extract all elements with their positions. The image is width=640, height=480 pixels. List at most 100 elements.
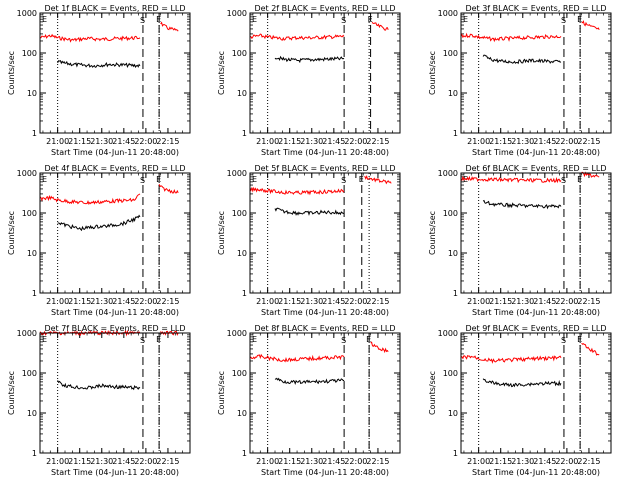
y-tick-label: 1 [32, 449, 37, 458]
y-tick-label: 1 [453, 289, 458, 298]
x-tick-label: 22:15 [366, 137, 389, 146]
y-tick-label: 1000 [17, 169, 37, 178]
y-axis-label: Counts/sec [217, 51, 226, 95]
event-marker-label: E [359, 175, 364, 184]
x-tick-label: 21:30 [511, 137, 534, 146]
x-tick-label: 22:00 [555, 297, 578, 306]
plot-frame [39, 12, 191, 134]
event-marker-label: S [561, 176, 566, 185]
x-tick-label: 22:15 [366, 297, 389, 306]
event-marker-label: E [156, 15, 161, 24]
y-tick-label: 100 [22, 369, 37, 378]
event-marker-label: E [252, 175, 257, 184]
x-tick-label: 21:00 [256, 297, 279, 306]
y-tick-label: 10 [448, 249, 458, 258]
y-axis-label: Counts/sec [7, 211, 16, 255]
lld-rate-line [40, 33, 141, 43]
y-axis-label: Counts/sec [217, 211, 226, 255]
event-marker-label: S [140, 16, 145, 25]
x-tick-label: 21:00 [256, 137, 279, 146]
x-tick-label: 22:00 [344, 137, 367, 146]
event-marker-label: E [42, 15, 47, 24]
x-tick-label: 21:30 [511, 457, 534, 466]
event-marker-label: E [156, 335, 161, 344]
event-marker-label: S [341, 16, 346, 25]
x-tick-label: 21:45 [112, 137, 135, 146]
plot-frame [460, 12, 612, 134]
y-tick-label: 100 [232, 209, 247, 218]
plot-frame [249, 172, 401, 294]
x-tick-label: 22:00 [555, 137, 578, 146]
x-tick-label: 21:30 [90, 457, 113, 466]
x-tick-label: 22:15 [366, 457, 389, 466]
x-axis-label: Start Time (04-Jun-11 20:48:00) [472, 148, 600, 157]
y-tick-label: 1000 [17, 329, 37, 338]
y-axis-label: Counts/sec [7, 371, 16, 415]
lld-rate-line [460, 175, 562, 184]
event-marker-label: E [252, 335, 257, 344]
event-marker-label: E [156, 175, 161, 184]
y-axis-label: Counts/sec [217, 371, 226, 415]
panel-title: Det 4f BLACK = Events, RED = LLD [44, 164, 185, 173]
lld-rate-line [581, 20, 600, 31]
panel-title: Det 1f BLACK = Events, RED = LLD [44, 4, 185, 13]
x-tick-label: 21:45 [112, 457, 135, 466]
x-tick-label: 21:15 [278, 297, 301, 306]
y-tick-label: 100 [443, 49, 458, 58]
y-tick-label: 100 [443, 369, 458, 378]
event-marker-label: E [252, 15, 257, 24]
x-tick-label: 21:45 [533, 297, 556, 306]
x-tick-label: 21:45 [112, 297, 135, 306]
x-axis-label: Start Time (04-Jun-11 20:48:00) [472, 308, 600, 317]
y-tick-label: 100 [22, 209, 37, 218]
y-tick-label: 10 [237, 249, 247, 258]
x-tick-label: 21:30 [300, 457, 323, 466]
x-tick-label: 21:45 [533, 137, 556, 146]
events-rate-line [57, 380, 141, 391]
y-tick-label: 1 [32, 129, 37, 138]
events-rate-line [482, 54, 562, 65]
y-tick-label: 1000 [227, 9, 247, 18]
lld-rate-line [460, 32, 562, 43]
x-tick-label: 21:15 [278, 457, 301, 466]
event-marker-label: S [341, 176, 346, 185]
x-axis-label: Start Time (04-Jun-11 20:48:00) [472, 468, 600, 477]
y-axis-label: Counts/sec [428, 51, 437, 95]
event-marker-label: E [577, 175, 582, 184]
lld-rate-line [461, 355, 562, 364]
x-tick-label: 22:00 [134, 297, 157, 306]
events-rate-line [274, 377, 345, 385]
x-tick-label: 22:15 [156, 137, 179, 146]
x-tick-label: 21:30 [90, 137, 113, 146]
y-tick-label: 10 [27, 409, 37, 418]
y-tick-label: 1000 [227, 169, 247, 178]
lld-rate-line [364, 174, 392, 185]
y-tick-label: 1000 [438, 169, 458, 178]
x-tick-label: 21:00 [46, 297, 69, 306]
y-tick-label: 1000 [17, 9, 37, 18]
event-marker-label: S [140, 176, 145, 185]
x-tick-label: 21:30 [300, 137, 323, 146]
plot-frame [249, 12, 401, 134]
panel-title: Det 9f BLACK = Events, RED = LLD [465, 324, 606, 333]
x-tick-label: 21:15 [278, 137, 301, 146]
y-tick-label: 1 [242, 129, 247, 138]
event-marker-label: S [561, 16, 566, 25]
plot-frame [460, 172, 612, 294]
x-axis-label: Start Time (04-Jun-11 20:48:00) [51, 148, 179, 157]
plot-frame [39, 172, 191, 294]
x-tick-label: 22:15 [156, 297, 179, 306]
event-marker-label: E [577, 15, 582, 24]
event-marker-label: E [366, 335, 371, 344]
y-axis-label: Counts/sec [7, 51, 16, 95]
x-tick-label: 22:00 [134, 457, 157, 466]
y-tick-label: 10 [448, 409, 458, 418]
x-tick-label: 22:15 [156, 457, 179, 466]
x-tick-label: 21:15 [489, 297, 512, 306]
x-tick-label: 21:15 [489, 457, 512, 466]
lld-rate-line [249, 33, 345, 41]
y-tick-label: 100 [232, 369, 247, 378]
y-tick-label: 100 [232, 49, 247, 58]
x-tick-label: 21:00 [46, 137, 69, 146]
